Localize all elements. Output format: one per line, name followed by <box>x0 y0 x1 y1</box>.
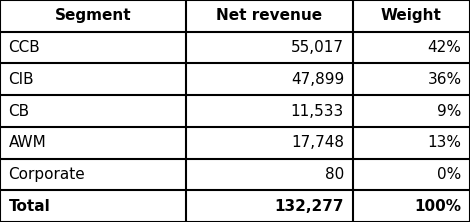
Text: Weight: Weight <box>381 8 442 23</box>
Text: AWM: AWM <box>8 135 46 150</box>
Text: CCB: CCB <box>8 40 40 55</box>
Text: Corporate: Corporate <box>8 167 85 182</box>
Text: Total: Total <box>8 199 50 214</box>
Text: CB: CB <box>8 103 30 119</box>
Text: 9%: 9% <box>437 103 462 119</box>
Text: Net revenue: Net revenue <box>216 8 322 23</box>
Text: 11,533: 11,533 <box>291 103 344 119</box>
Text: 36%: 36% <box>427 72 462 87</box>
Text: 100%: 100% <box>415 199 462 214</box>
Text: 132,277: 132,277 <box>274 199 344 214</box>
Text: 42%: 42% <box>428 40 462 55</box>
Text: 0%: 0% <box>437 167 462 182</box>
Text: 17,748: 17,748 <box>291 135 344 150</box>
Text: 55,017: 55,017 <box>291 40 344 55</box>
Text: 13%: 13% <box>428 135 462 150</box>
Text: 47,899: 47,899 <box>291 72 344 87</box>
Text: 80: 80 <box>325 167 344 182</box>
Text: Segment: Segment <box>55 8 131 23</box>
Text: CIB: CIB <box>8 72 34 87</box>
